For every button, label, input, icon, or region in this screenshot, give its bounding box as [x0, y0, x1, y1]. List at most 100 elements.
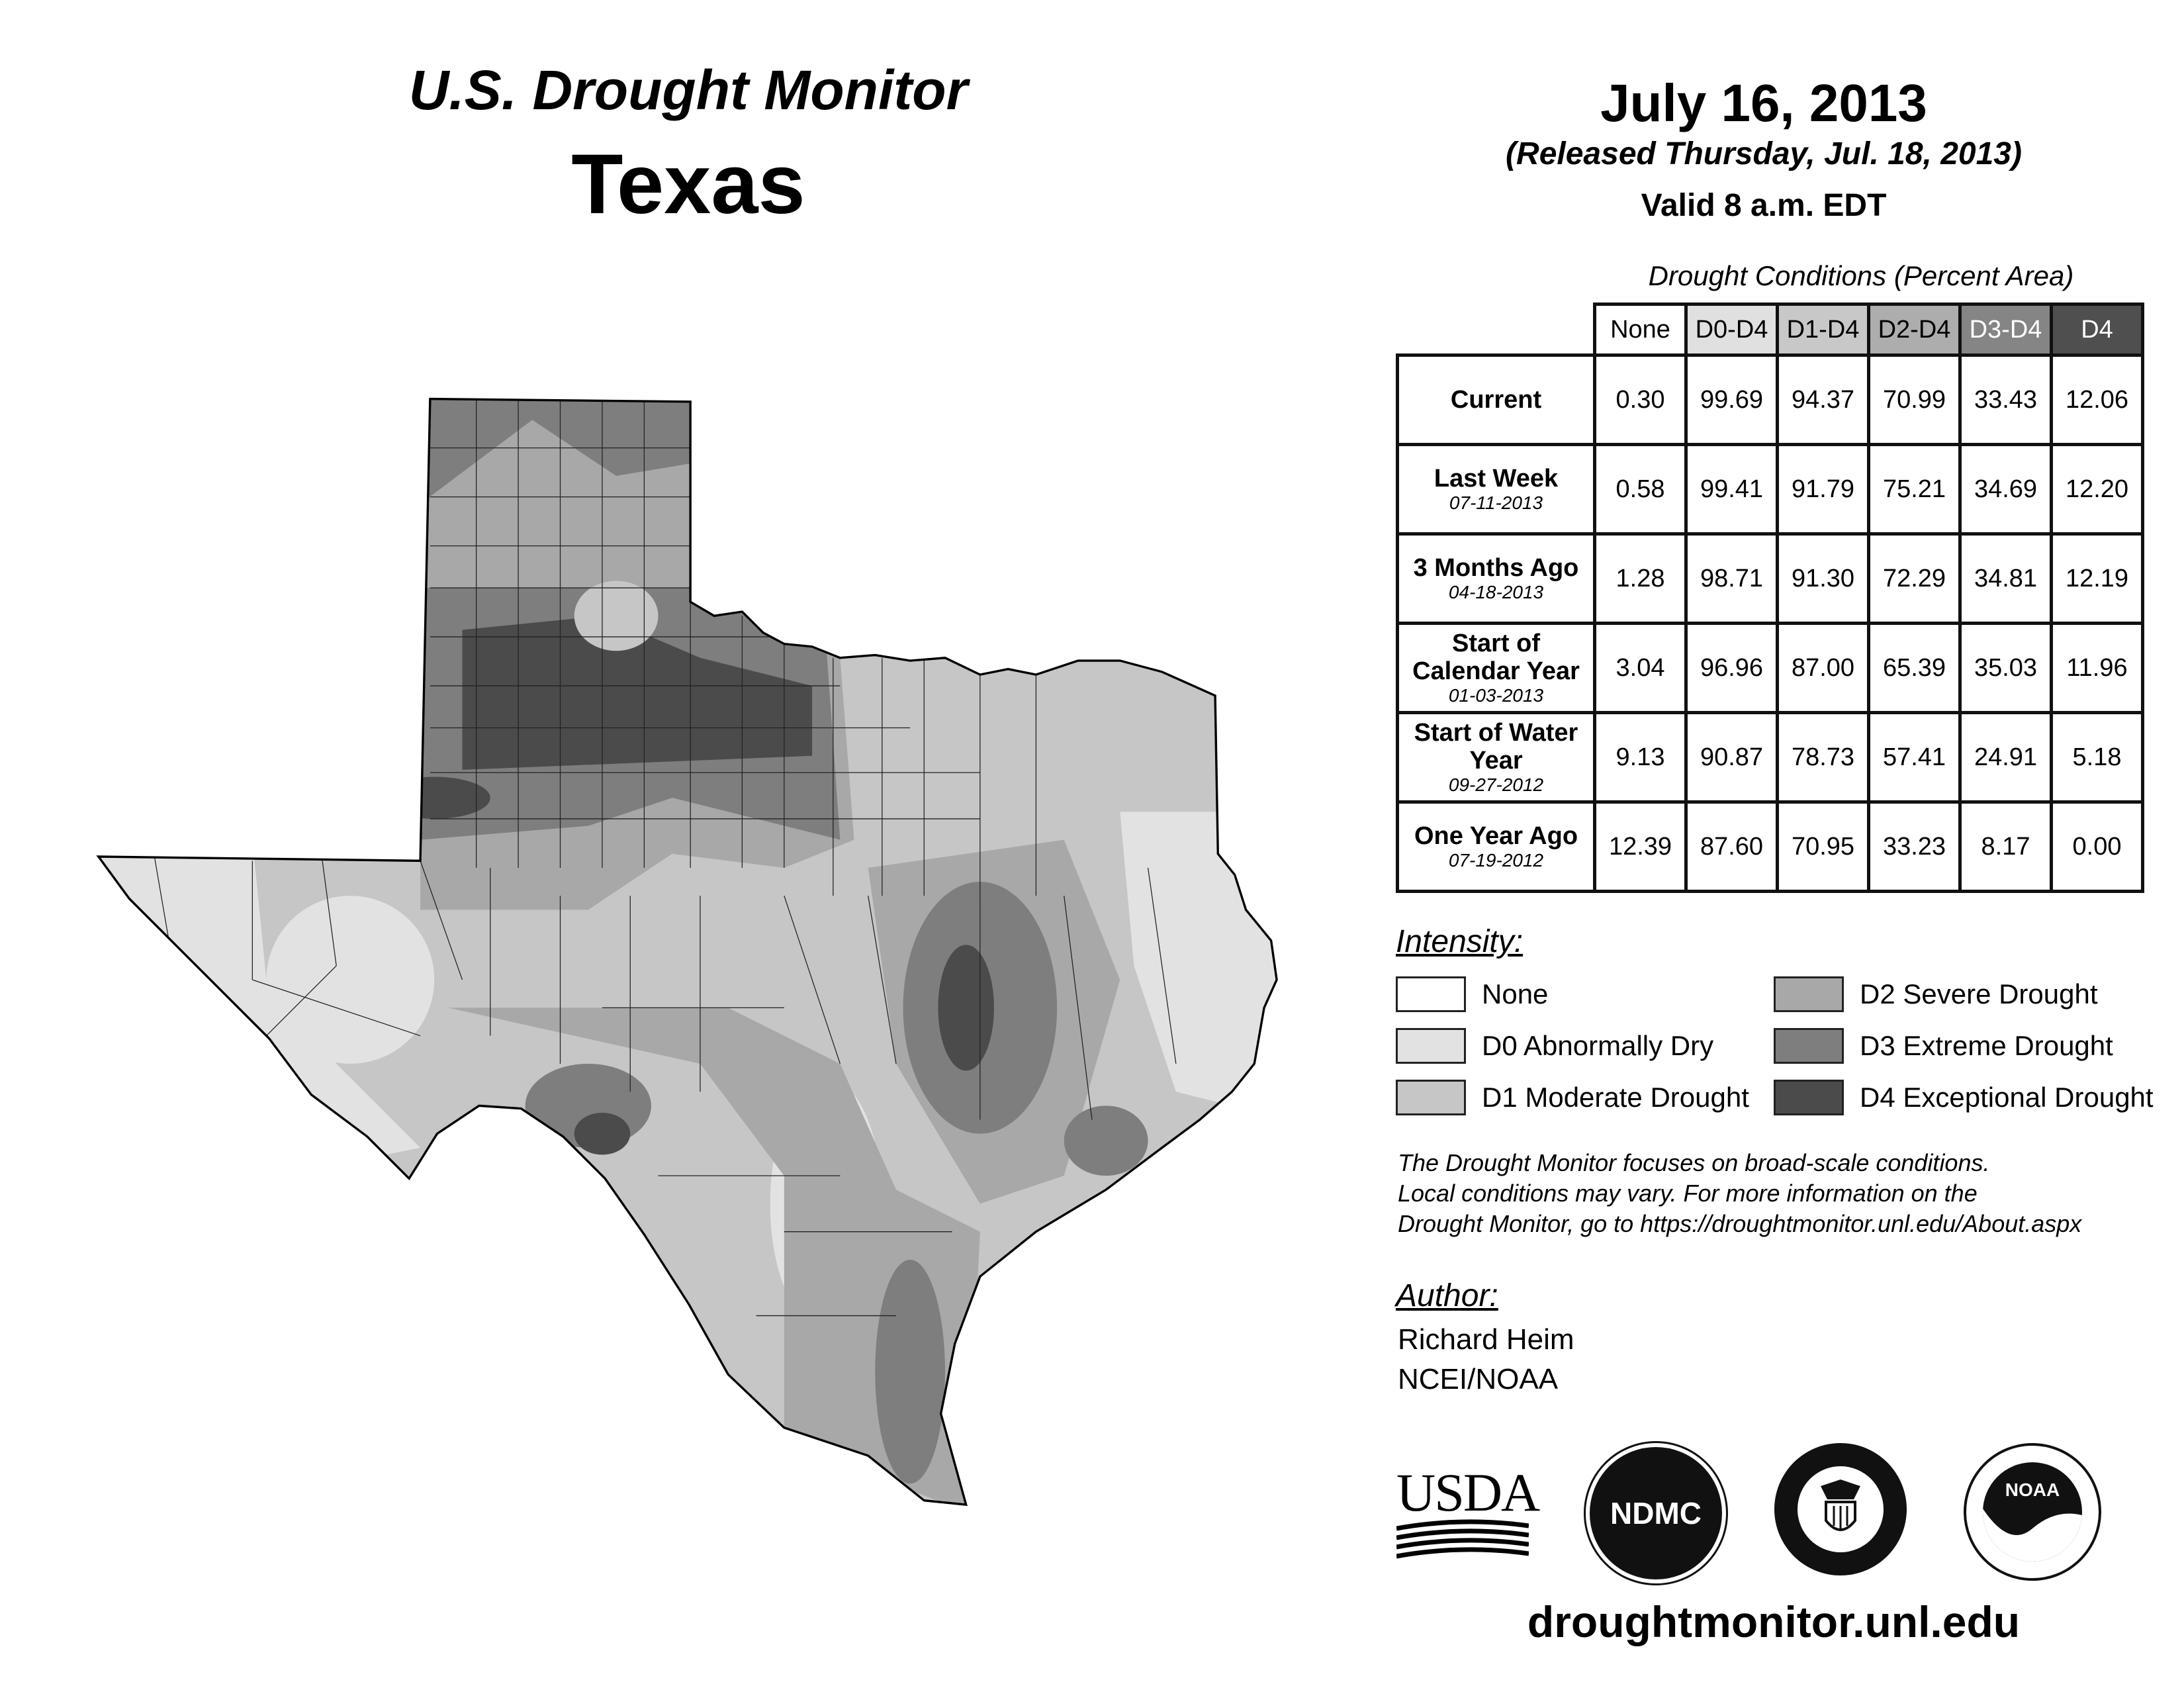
author-block: Richard Heim NCEI/NOAA: [1398, 1320, 1574, 1399]
d3-region-coast: [875, 1259, 945, 1484]
value-cell: 87.00: [1776, 622, 1870, 714]
legend-swatch: [1774, 1028, 1844, 1064]
row-label-cell: One Year Ago 07-19-2012: [1396, 800, 1596, 893]
usda-hills-icon: [1396, 1519, 1529, 1559]
value-cell: 24.91: [1958, 711, 2053, 804]
row-date: 07-19-2012: [1448, 850, 1544, 870]
d3-region-north-panhandle: [420, 399, 700, 504]
col-none: None: [1593, 303, 1688, 357]
d2-region-south: [448, 1008, 980, 1505]
value-cell: 12.20: [2050, 443, 2144, 536]
value-cell: 94.37: [1776, 353, 1870, 446]
note-line: Drought Monitor, go to https://droughtmo…: [1398, 1210, 2082, 1237]
disclaimer-note: The Drought Monitor focuses on broad-sca…: [1398, 1148, 2081, 1239]
col-d3-d4: D3-D4: [1958, 303, 2053, 357]
value-cell: 57.41: [1867, 711, 1962, 804]
row-label: Current: [1450, 386, 1542, 414]
row-label-cell: Start of Calendar Year 01-03-2013: [1396, 622, 1596, 714]
legend-label: D1 Moderate Drought: [1482, 1082, 1749, 1113]
value-cell: 9.13: [1593, 711, 1688, 804]
value-cell: 91.30: [1776, 532, 1870, 625]
table-row: Current 0.30 99.69 94.37 70.99 33.43 12.06: [1396, 353, 2144, 446]
legend-label: D4 Exceptional Drought: [1860, 1082, 2154, 1113]
d4-region-south-plains: [462, 616, 813, 770]
legend-label: D3 Extreme Drought: [1860, 1030, 2113, 1061]
value-cell: 99.69: [1684, 353, 1779, 446]
value-cell: 11.96: [2050, 622, 2144, 714]
legend-swatch: [1774, 976, 1844, 1012]
d4-region-west: [378, 776, 490, 819]
value-cell: 70.99: [1867, 353, 1962, 446]
table-header-row: None D0-D4 D1-D4 D2-D4 D3-D4 D4: [1397, 303, 2144, 357]
value-cell: 65.39: [1867, 622, 1962, 714]
legend-label: D2 Severe Drought: [1860, 978, 2098, 1009]
value-cell: 8.17: [1958, 800, 2053, 893]
value-cell: 98.71: [1684, 532, 1779, 625]
legend-item-none: None: [1396, 976, 1548, 1012]
d4-region-southwest: [574, 1112, 631, 1155]
value-cell: 0.00: [2050, 800, 2144, 893]
col-d0-d4: D0-D4: [1684, 303, 1779, 357]
value-cell: 34.69: [1958, 443, 2053, 536]
row-label: One Year Ago: [1414, 822, 1578, 850]
legend-item-d1: D1 Moderate Drought: [1396, 1080, 1749, 1115]
drought-conditions-table: None D0-D4 D1-D4 D2-D4 D3-D4 D4 Current 0…: [1396, 303, 2144, 893]
table-row: 3 Months Ago 04-18-2013 1.28 98.71 91.30 72.2…: [1396, 532, 2144, 625]
legend-swatch: [1396, 976, 1466, 1012]
col-d2-d4: D2-D4: [1867, 303, 1962, 357]
value-cell: 33.43: [1958, 353, 2053, 446]
value-cell: 12.19: [2050, 532, 2144, 625]
legend-item-d0: D0 Abnormally Dry: [1396, 1028, 1713, 1064]
website-url[interactable]: droughtmonitor.unl.edu: [1527, 1597, 2021, 1646]
legend-label: D0 Abnormally Dry: [1482, 1030, 1714, 1061]
county-lines: [154, 399, 1177, 1317]
legend-title: Intensity:: [1396, 924, 1524, 959]
legend-swatch: [1396, 1028, 1466, 1064]
value-cell: 12.06: [2050, 353, 2144, 446]
author-name: Richard Heim: [1398, 1323, 1574, 1356]
value-cell: 78.73: [1776, 711, 1870, 804]
value-cell: 70.95: [1776, 800, 1870, 893]
value-cell: 72.29: [1867, 532, 1962, 625]
row-date: 07-11-2013: [1449, 492, 1543, 513]
legend-item-d4: D4 Exceptional Drought: [1774, 1080, 2154, 1115]
noaa-logo: NOAA: [1964, 1443, 2101, 1581]
map-date: July 16, 2013: [1600, 73, 1927, 132]
value-cell: 99.41: [1684, 443, 1779, 536]
row-label-cell: Last Week 07-11-2013: [1396, 443, 1596, 536]
eagle-shield-icon: [1821, 1479, 1860, 1531]
value-cell: 91.79: [1776, 443, 1870, 536]
value-cell: 0.58: [1593, 443, 1688, 536]
row-label-cell: Current: [1396, 353, 1596, 446]
noaa-bird-icon: [1983, 1509, 2082, 1562]
value-cell: 0.30: [1593, 353, 1688, 446]
d0-region-trans-pecos: [266, 896, 435, 1064]
d4-region-central: [938, 945, 994, 1071]
d1-hole-plains: [574, 581, 659, 651]
value-cell: 35.03: [1958, 622, 2053, 714]
row-label-cell: 3 Months Ago 04-18-2013: [1396, 532, 1596, 625]
row-label: Start of Calendar Year: [1412, 630, 1580, 685]
value-cell: 87.60: [1684, 800, 1779, 893]
value-cell: 90.87: [1684, 711, 1779, 804]
table-row: Last Week 07-11-2013 0.58 99.41 91.79 75.21 34…: [1396, 443, 2144, 536]
table-row: Start of Calendar Year 01-03-2013 3.04 96.9…: [1396, 622, 2144, 714]
value-cell: 12.39: [1593, 800, 1688, 893]
ndmc-logo: NDMC: [1584, 1441, 1728, 1585]
note-line: The Drought Monitor focuses on broad-sca…: [1398, 1149, 1990, 1176]
d3-region-houston: [1064, 1105, 1148, 1176]
author-title: Author:: [1396, 1278, 1498, 1313]
row-label: Last Week: [1433, 465, 1559, 492]
legend-label: None: [1482, 978, 1549, 1009]
row-label-cell: Start of Water Year 09-27-2012: [1396, 711, 1596, 804]
row-date: 09-27-2012: [1448, 774, 1544, 795]
d0-region-west: [98, 839, 421, 1176]
note-line: Local conditions may vary. For more info…: [1398, 1180, 1978, 1207]
release-date: (Released Thursday, Jul. 18, 2013): [1506, 136, 2022, 171]
value-cell: 1.28: [1593, 532, 1688, 625]
legend-swatch: [1774, 1080, 1844, 1115]
value-cell: 75.21: [1867, 443, 1962, 536]
col-d1-d4: D1-D4: [1776, 303, 1870, 357]
state-name: Texas: [571, 137, 805, 232]
